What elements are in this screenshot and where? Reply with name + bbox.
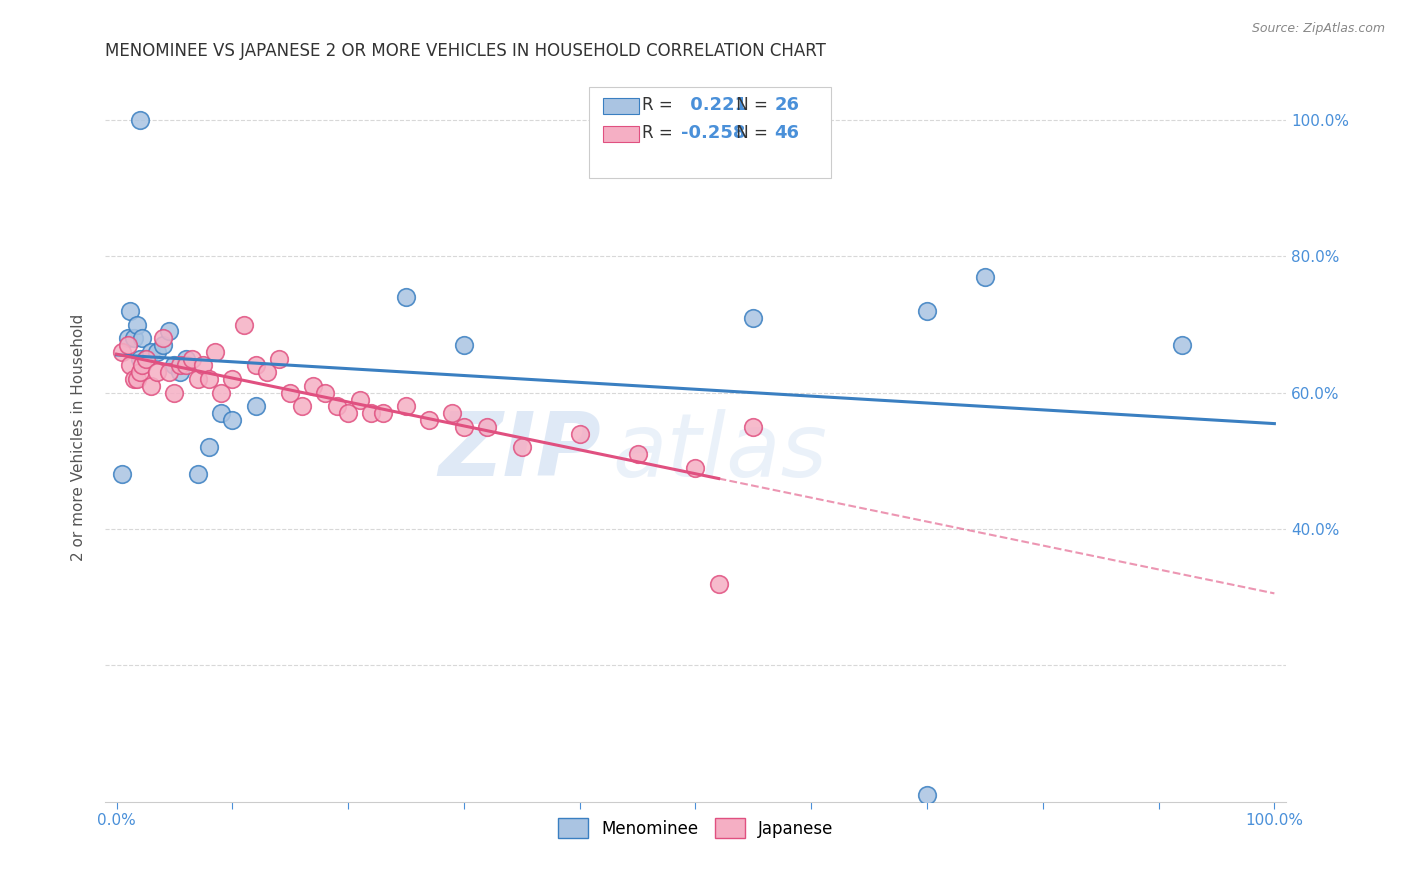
Point: [742, 310, 765, 325]
Point: [193, 359, 215, 373]
Point: [187, 372, 209, 386]
Text: R =: R =: [643, 124, 678, 142]
Point: [117, 331, 139, 345]
Point: [157, 324, 180, 338]
Point: [157, 365, 180, 379]
Point: [349, 392, 371, 407]
Point: [915, 304, 938, 318]
Point: [453, 419, 475, 434]
Point: [742, 419, 765, 434]
Point: [256, 365, 278, 379]
Text: -0.258: -0.258: [682, 124, 745, 142]
Point: [209, 406, 232, 420]
Text: Source: ZipAtlas.com: Source: ZipAtlas.com: [1251, 22, 1385, 36]
Point: [1171, 338, 1194, 352]
Point: [510, 440, 533, 454]
Point: [453, 338, 475, 352]
Point: [131, 331, 153, 345]
Text: N =: N =: [731, 124, 773, 142]
Point: [915, 788, 938, 802]
Point: [371, 406, 394, 420]
Text: 26: 26: [775, 96, 800, 114]
Point: [146, 365, 169, 379]
Point: [395, 290, 418, 304]
Point: [128, 351, 150, 366]
Point: [360, 406, 382, 420]
Point: [128, 365, 150, 379]
Point: [152, 331, 174, 345]
Point: [127, 318, 149, 332]
Point: [221, 413, 243, 427]
Point: [568, 426, 591, 441]
Point: [685, 460, 707, 475]
Point: [707, 576, 730, 591]
Point: [209, 385, 232, 400]
FancyBboxPatch shape: [603, 98, 638, 114]
Point: [120, 359, 142, 373]
Point: [141, 344, 163, 359]
Point: [134, 351, 156, 366]
Point: [291, 400, 314, 414]
Text: 0.221: 0.221: [683, 96, 747, 114]
Point: [232, 318, 254, 332]
Point: [221, 372, 243, 386]
Point: [337, 406, 360, 420]
Point: [169, 365, 191, 379]
Point: [111, 344, 134, 359]
Text: N =: N =: [731, 96, 773, 114]
Point: [152, 338, 174, 352]
Point: [174, 359, 197, 373]
Text: ZIP: ZIP: [439, 408, 600, 495]
Text: 46: 46: [775, 124, 800, 142]
Point: [120, 304, 142, 318]
Point: [146, 344, 169, 359]
Point: [169, 359, 191, 373]
Point: [187, 467, 209, 482]
Point: [180, 351, 202, 366]
Point: [475, 419, 498, 434]
Point: [314, 385, 336, 400]
Point: [141, 379, 163, 393]
Point: [163, 359, 186, 373]
Point: [974, 269, 997, 284]
Point: [626, 447, 648, 461]
Point: [267, 351, 290, 366]
Point: [245, 400, 267, 414]
Point: [128, 113, 150, 128]
Text: R =: R =: [643, 96, 678, 114]
Point: [302, 379, 325, 393]
Text: MENOMINEE VS JAPANESE 2 OR MORE VEHICLES IN HOUSEHOLD CORRELATION CHART: MENOMINEE VS JAPANESE 2 OR MORE VEHICLES…: [105, 42, 825, 60]
Text: atlas: atlas: [613, 409, 828, 494]
Point: [174, 351, 197, 366]
Point: [111, 467, 134, 482]
Point: [418, 413, 440, 427]
Point: [117, 338, 139, 352]
Legend: Menominee, Japanese: Menominee, Japanese: [551, 812, 839, 845]
Point: [198, 372, 221, 386]
FancyBboxPatch shape: [589, 87, 831, 178]
Point: [134, 351, 156, 366]
Point: [122, 372, 145, 386]
Point: [163, 385, 186, 400]
Point: [441, 406, 464, 420]
Point: [127, 372, 149, 386]
Point: [204, 344, 226, 359]
Point: [122, 331, 145, 345]
Point: [245, 359, 267, 373]
Point: [278, 385, 301, 400]
Y-axis label: 2 or more Vehicles in Household: 2 or more Vehicles in Household: [72, 313, 86, 561]
Point: [131, 359, 153, 373]
Point: [325, 400, 347, 414]
FancyBboxPatch shape: [603, 126, 638, 142]
Point: [198, 440, 221, 454]
Point: [395, 400, 418, 414]
